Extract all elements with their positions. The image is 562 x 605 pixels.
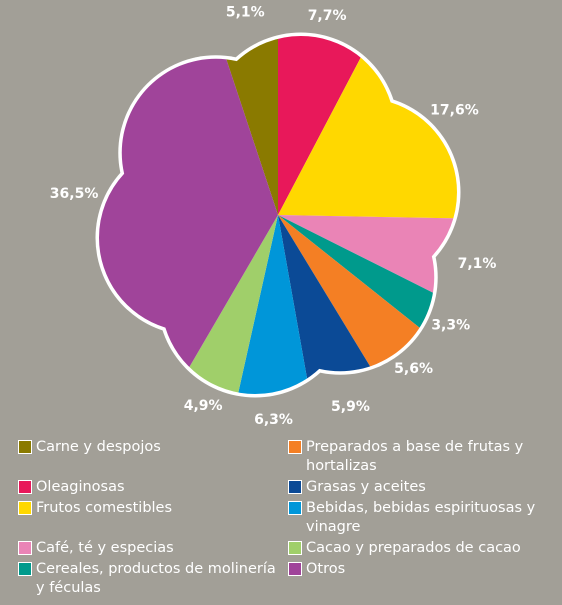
value-label: 17,6%: [430, 103, 479, 119]
value-label: 5,1%: [226, 5, 265, 21]
legend-item: Bebidas, bebidas espirituosas y vinagre: [288, 499, 550, 537]
legend-label: Otros: [306, 561, 346, 577]
legend-swatch: [18, 501, 32, 515]
pie-slice: [98, 35, 278, 395]
legend-item: Oleaginosas: [18, 478, 288, 497]
pie-slice: [221, 215, 324, 395]
legend-item: Grasas y aceites: [288, 478, 550, 497]
legend-label: Oleaginosas: [36, 479, 125, 495]
value-label: 7,1%: [458, 256, 497, 272]
pie-slice: [278, 215, 458, 332]
pie-slice: [278, 35, 399, 215]
legend-label: Cacao y preparados de cacao: [306, 540, 521, 556]
value-label: 5,9%: [331, 399, 370, 415]
legend-swatch: [288, 440, 302, 454]
chart: 5,1% 7,7% 17,6% 7,1% 3,3% 5,6% 5,9% 6,3% 4,9% 36,…: [50, 5, 497, 428]
pie-slice: [147, 215, 278, 395]
value-label: 36,5%: [50, 186, 99, 202]
legend-label: Bebidas, bebidas espirituosas y vinagre: [306, 500, 536, 535]
value-label: 5,6%: [394, 361, 433, 377]
legend-item: Cereales, productos de molinería y fécul…: [18, 560, 288, 598]
legend-item: Frutos comestibles: [18, 499, 288, 537]
value-label: 4,9%: [184, 398, 223, 414]
legend-label: Preparados a base de frutas y hortalizas: [306, 439, 524, 474]
legend-label: Carne y despojos: [36, 439, 161, 455]
legend-swatch: [18, 541, 32, 555]
legend-swatch: [18, 562, 32, 576]
legend-swatch: [288, 480, 302, 494]
value-label: 7,7%: [308, 8, 347, 24]
pie-slice: [196, 35, 278, 215]
legend-swatch: [288, 541, 302, 555]
value-label: 3,3%: [431, 317, 470, 333]
value-label: 6,3%: [254, 412, 293, 428]
legend-item: Cacao y preparados de cacao: [288, 539, 550, 558]
legend-item: Preparados a base de frutas y hortalizas: [288, 438, 550, 476]
legend-label: Frutos comestibles: [36, 500, 173, 516]
legend-swatch: [18, 440, 32, 454]
legend-label: Grasas y aceites: [306, 479, 426, 495]
legend-item: Otros: [288, 560, 550, 598]
pie-slice: [278, 215, 414, 395]
legend-item: Café, té y especias: [18, 539, 288, 558]
legend-label: Cereales, productos de molinería y fécul…: [36, 561, 276, 596]
legend-item: Carne y despojos: [18, 438, 288, 476]
legend-swatch: [288, 501, 302, 515]
legend-swatch: [18, 480, 32, 494]
legend-swatch: [288, 562, 302, 576]
legend-label: Café, té y especias: [36, 540, 174, 556]
legend: Carne y despojos Oleaginosas Frutos comest…: [18, 438, 558, 600]
